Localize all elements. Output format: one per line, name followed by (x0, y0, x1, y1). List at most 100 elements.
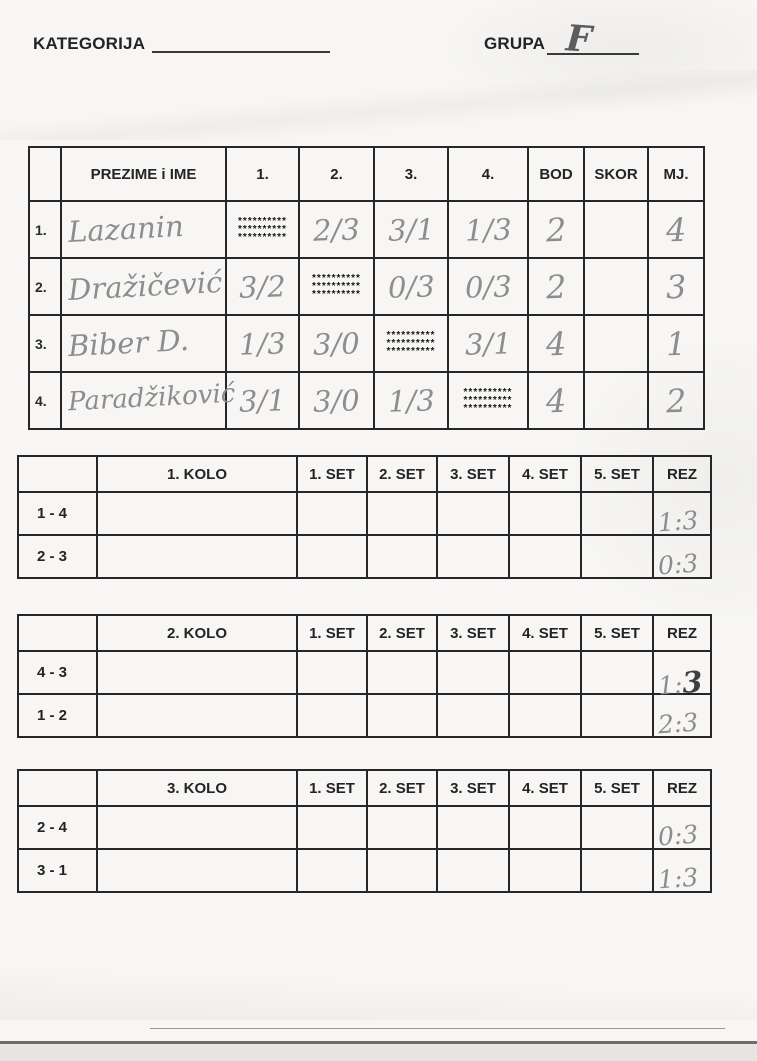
score-value: 3/0 (312, 382, 361, 419)
diagonal-cell: ********** ********** ********** (447, 371, 529, 430)
rez-value: 1:3 (657, 862, 700, 895)
rez-value: 1:3 (657, 505, 700, 538)
grupa-label: GRUPA (484, 34, 546, 53)
mj-cell: 2 (647, 371, 705, 430)
mj-cell: 3 (647, 257, 705, 316)
corner-cell (17, 455, 98, 493)
rez-value: 2:3 (657, 707, 700, 740)
rez-value: 0:3 (657, 819, 700, 852)
player-name: Paradžiković (67, 378, 237, 418)
match-row: 3 - 1 1:3 (17, 848, 712, 895)
scan-crease (0, 70, 757, 140)
set-header: 5. SET (580, 614, 654, 652)
score-cell: 0/3 (373, 257, 449, 316)
mj-cell: 4 (647, 200, 705, 259)
match-name-cell (96, 848, 298, 893)
score-cell: 1/3 (373, 371, 449, 430)
paper-edge (0, 1041, 757, 1044)
set-header: 1. SET (296, 455, 368, 493)
set-cell (436, 491, 510, 536)
scan-crease (0, 930, 757, 1020)
pairing-cell: 1 - 2 (17, 693, 98, 738)
row-number: 1. (28, 200, 62, 259)
score-cell: 3/1 (447, 314, 529, 373)
score-value: 1/3 (464, 211, 512, 248)
set-cell (436, 693, 510, 738)
score-cell: 3/2 (225, 257, 300, 316)
set-cell (580, 848, 654, 893)
pairing-cell: 2 - 3 (17, 534, 98, 579)
set-cell (508, 650, 582, 695)
set-header: 2. SET (366, 614, 438, 652)
col-header-1: 1. (225, 146, 300, 202)
score-value: 3/1 (238, 382, 287, 419)
set-header: 2. SET (366, 455, 438, 493)
score-value: 0/3 (464, 268, 512, 305)
kolo-header-row: 1. KOLO 1. SET 2. SET 3. SET 4. SET 5. S… (17, 455, 712, 493)
col-header-2: 2. (298, 146, 375, 202)
set-cell (436, 534, 510, 579)
score-cell: 2/3 (298, 200, 375, 259)
bod-cell: 4 (527, 371, 585, 430)
set-cell (508, 534, 582, 579)
player-row: 4. Paradžiković 3/1 3/0 1/3 ********** *… (28, 371, 705, 430)
set-header: 1. SET (296, 769, 368, 807)
bod-value: 4 (545, 381, 567, 420)
set-cell (296, 534, 368, 579)
player-name: Biber D. (67, 322, 190, 364)
col-header-skor: SKOR (583, 146, 649, 202)
set-header: 2. SET (366, 769, 438, 807)
set-header: 4. SET (508, 455, 582, 493)
skor-cell (583, 314, 649, 373)
col-header-name: PREZIME i IME (60, 146, 227, 202)
match-row: 1 - 4 1:3 (17, 491, 712, 538)
set-cell (366, 848, 438, 893)
diagonal-cell: ********** ********** ********** (225, 200, 300, 259)
set-cell (508, 491, 582, 536)
rez-value: 0:3 (657, 548, 700, 581)
set-cell (366, 491, 438, 536)
match-row: 1 - 2 2:3 (17, 693, 712, 740)
player-name: Dražičević (67, 264, 224, 308)
set-cell (580, 491, 654, 536)
rez-header: REZ (652, 455, 712, 493)
set-header: 4. SET (508, 614, 582, 652)
player-row: 1. Lazanin ********** ********** *******… (28, 200, 705, 259)
set-cell (296, 650, 368, 695)
set-header: 3. SET (436, 455, 510, 493)
score-cell: 0/3 (447, 257, 529, 316)
kategorija-blank-line (152, 51, 330, 53)
set-cell (580, 534, 654, 579)
score-value: 3/0 (312, 325, 361, 362)
match-name-cell (96, 534, 298, 579)
rez-cell: 2:3 (652, 693, 712, 740)
player-name-cell: Dražičević (60, 257, 227, 316)
set-header: 5. SET (580, 455, 654, 493)
bod-value: 4 (545, 324, 567, 363)
skor-cell (583, 200, 649, 259)
score-cell: 3/0 (298, 314, 375, 373)
player-name-cell: Biber D. (60, 314, 227, 373)
bod-cell: 2 (527, 200, 585, 259)
player-name: Lazanin (67, 208, 185, 250)
rez-cell: 0:3 (652, 534, 712, 581)
skor-cell (583, 371, 649, 430)
score-cell: 3/0 (298, 371, 375, 430)
scan-crease (420, 0, 757, 120)
mj-value: 1 (665, 324, 687, 363)
match-name-cell (96, 650, 298, 695)
rez-cell: 1:3 (652, 848, 712, 895)
diagonal-cell: ********** ********** ********** (373, 314, 449, 373)
set-cell (436, 805, 510, 850)
set-cell (580, 693, 654, 738)
bod-value: 2 (545, 210, 567, 249)
set-cell (580, 650, 654, 695)
rez-cell: 1:3 (652, 650, 712, 701)
mj-value: 2 (665, 381, 687, 420)
match-row: 2 - 4 0:3 (17, 805, 712, 852)
rez-cell: 1:3 (652, 491, 712, 538)
set-cell (296, 491, 368, 536)
score-value: 0/3 (387, 268, 435, 305)
